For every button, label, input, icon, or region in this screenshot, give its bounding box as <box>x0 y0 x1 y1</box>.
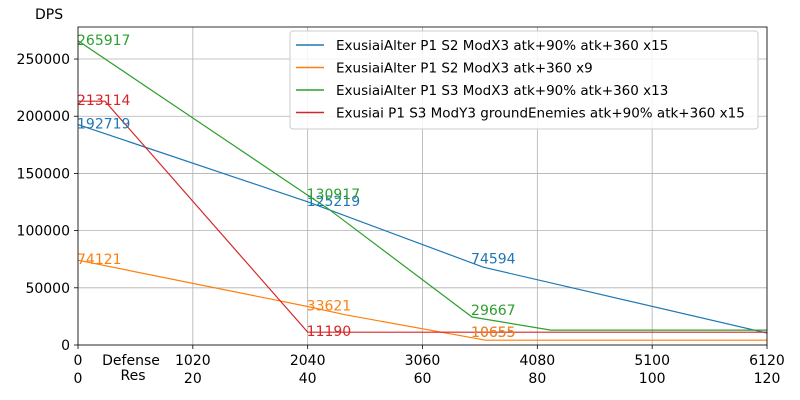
data-label: 192719 <box>77 117 130 133</box>
x-tick-label: 6120 <box>749 353 785 369</box>
plot-area <box>77 40 768 341</box>
y-tick-label: 100000 <box>17 224 70 240</box>
series-line-2 <box>77 259 767 341</box>
data-label: 130917 <box>307 187 360 203</box>
legend-box <box>289 30 759 130</box>
data-label: 29667 <box>471 303 516 319</box>
data-label: 10655 <box>471 325 516 341</box>
x-axis-label-line-1: Defense <box>102 353 160 369</box>
data-label: 213114 <box>77 93 131 109</box>
y-tick-label: 150000 <box>17 166 70 182</box>
legend-label: Exusiai P1 S3 ModY3 groundEnemies atk+90… <box>336 106 745 122</box>
legend: ExusiaiAlter P1 S2 ModX3 atk+90% atk+360… <box>289 30 759 130</box>
x-tick-label: 3060 <box>405 353 441 369</box>
y-tick-label: 50000 <box>25 281 70 297</box>
data-label: 33621 <box>307 299 352 315</box>
series-line-3 <box>77 40 767 331</box>
y-axis-label: DPS <box>35 7 63 23</box>
x-tick-label: 4080 <box>520 353 556 369</box>
x-tick-label-secondary: 0 <box>74 371 83 387</box>
legend-label: ExusiaiAlter P1 S2 ModX3 atk+360 x9 <box>336 61 593 77</box>
x-tick-label-secondary: 60 <box>414 371 432 387</box>
x-tick-label-secondary: 120 <box>754 371 781 387</box>
x-axis-label-line-2: Res <box>120 368 145 384</box>
tick-labels: 0010202020404030606040808051001006120120… <box>17 52 785 387</box>
legend-label: ExusiaiAlter P1 S2 ModX3 atk+90% atk+360… <box>336 38 668 54</box>
x-tick-label: 1020 <box>175 353 211 369</box>
x-tick-label-secondary: 100 <box>639 371 666 387</box>
x-tick-label-secondary: 20 <box>184 371 202 387</box>
data-label: 74121 <box>77 252 122 268</box>
data-label: 11190 <box>307 324 352 340</box>
data-label: 125219 <box>307 194 360 210</box>
y-tick-label: 0 <box>61 338 70 354</box>
series-line-4 <box>78 100 767 333</box>
data-label: 74594 <box>471 252 516 268</box>
y-tick-label: 200000 <box>17 109 70 125</box>
x-tick-label: 2040 <box>290 353 326 369</box>
x-tick-label: 5100 <box>634 353 670 369</box>
legend-label: ExusiaiAlter P1 S3 ModX3 atk+90% atk+360… <box>336 83 668 99</box>
x-tick-label-secondary: 80 <box>528 371 546 387</box>
data-label: 10655 <box>471 325 516 341</box>
data-label: 265917 <box>77 33 130 49</box>
x-tick-label: 0 <box>74 353 83 369</box>
y-tick-label: 250000 <box>17 52 70 68</box>
data-labels: 1927191252197459410655741213362110655265… <box>77 33 516 341</box>
x-tick-label-secondary: 40 <box>299 371 317 387</box>
series-line-1 <box>77 124 768 334</box>
